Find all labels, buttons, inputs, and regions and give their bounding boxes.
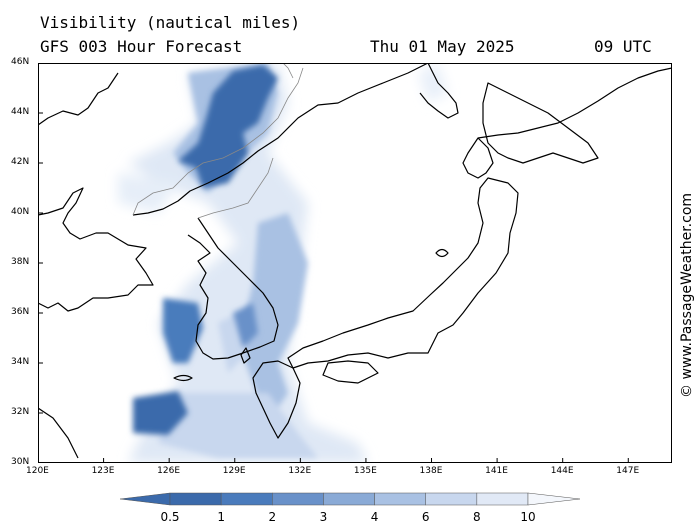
forecast-time: 09 UTC xyxy=(594,37,652,56)
map-area xyxy=(38,63,672,463)
lat-label: 36N xyxy=(11,307,30,317)
color-legend: 0.5 1 2 3 4 6 8 10 xyxy=(119,492,581,524)
visibility-map xyxy=(38,63,672,463)
credit-text: © www.PassageWeather.com xyxy=(679,193,695,398)
lat-label: 34N xyxy=(11,357,30,367)
lat-label: 30N xyxy=(11,457,30,467)
kyushu-coast xyxy=(252,360,301,439)
lon-label: 141E xyxy=(485,466,508,476)
legend-arrow-low xyxy=(119,492,171,506)
legend-label: 6 xyxy=(422,510,430,524)
legend-swatch xyxy=(169,492,222,506)
credit-watermark: © www.PassageWeather.com xyxy=(679,193,695,398)
lon-label: 147E xyxy=(616,466,640,476)
hokkaido-body xyxy=(482,82,599,164)
legend-label: 0.5 xyxy=(160,510,179,524)
lat-label: 38N xyxy=(11,257,30,267)
lon-label: 123E xyxy=(91,466,115,476)
legend-arrow-high xyxy=(527,492,581,506)
honshu-coast xyxy=(287,177,519,369)
shandong-coast xyxy=(38,72,119,126)
legend-label: 8 xyxy=(473,510,481,524)
lon-label: 138E xyxy=(419,466,443,476)
tsushima-island xyxy=(240,347,251,364)
coastlines xyxy=(38,63,672,459)
legend-bar xyxy=(119,492,581,506)
sakhalin-coast xyxy=(419,63,459,119)
legend-label: 3 xyxy=(320,510,328,524)
legend-label: 1 xyxy=(217,510,225,524)
forecast-date: Thu 01 May 2025 xyxy=(370,37,515,56)
map-title: Visibility (nautical miles) xyxy=(40,13,301,32)
legend-swatch xyxy=(374,492,426,506)
lon-label: 135E xyxy=(353,466,377,476)
lon-label: 126E xyxy=(157,466,181,476)
legend-swatch xyxy=(220,492,273,506)
taiwan-north xyxy=(38,407,79,459)
legend-swatch xyxy=(425,492,478,506)
hokkaido-coast xyxy=(462,67,672,179)
mainland-coast xyxy=(38,187,154,312)
lat-label: 40N xyxy=(11,207,30,217)
legend-swatch xyxy=(272,492,324,506)
lon-label: 120E xyxy=(26,466,49,476)
lon-label: 132E xyxy=(288,466,312,476)
sea-background xyxy=(38,63,672,463)
legend-label: 10 xyxy=(520,510,535,524)
legend-label: 2 xyxy=(268,510,276,524)
legend-swatch xyxy=(476,492,529,506)
visibility-shading-dark xyxy=(133,65,278,435)
lat-label: 42N xyxy=(11,157,30,167)
forecast-label: GFS 003 Hour Forecast xyxy=(40,37,243,56)
lon-label: 144E xyxy=(550,466,574,476)
liaodong-coast xyxy=(132,63,429,216)
axis-ticks xyxy=(38,63,629,463)
lat-label: 44N xyxy=(11,107,30,117)
lat-label: 46N xyxy=(11,57,30,67)
shikoku-coast xyxy=(322,360,379,384)
lat-label: 32N xyxy=(11,407,30,417)
sado-island xyxy=(435,248,449,258)
lon-label: 129E xyxy=(222,466,246,476)
legend-label: 4 xyxy=(371,510,379,524)
legend-swatch xyxy=(323,492,375,506)
country-borders xyxy=(132,63,304,219)
korea-coast xyxy=(187,217,279,360)
legend-labels: 0.5 1 2 3 4 6 8 10 xyxy=(160,510,535,524)
jeju-island xyxy=(173,374,193,382)
